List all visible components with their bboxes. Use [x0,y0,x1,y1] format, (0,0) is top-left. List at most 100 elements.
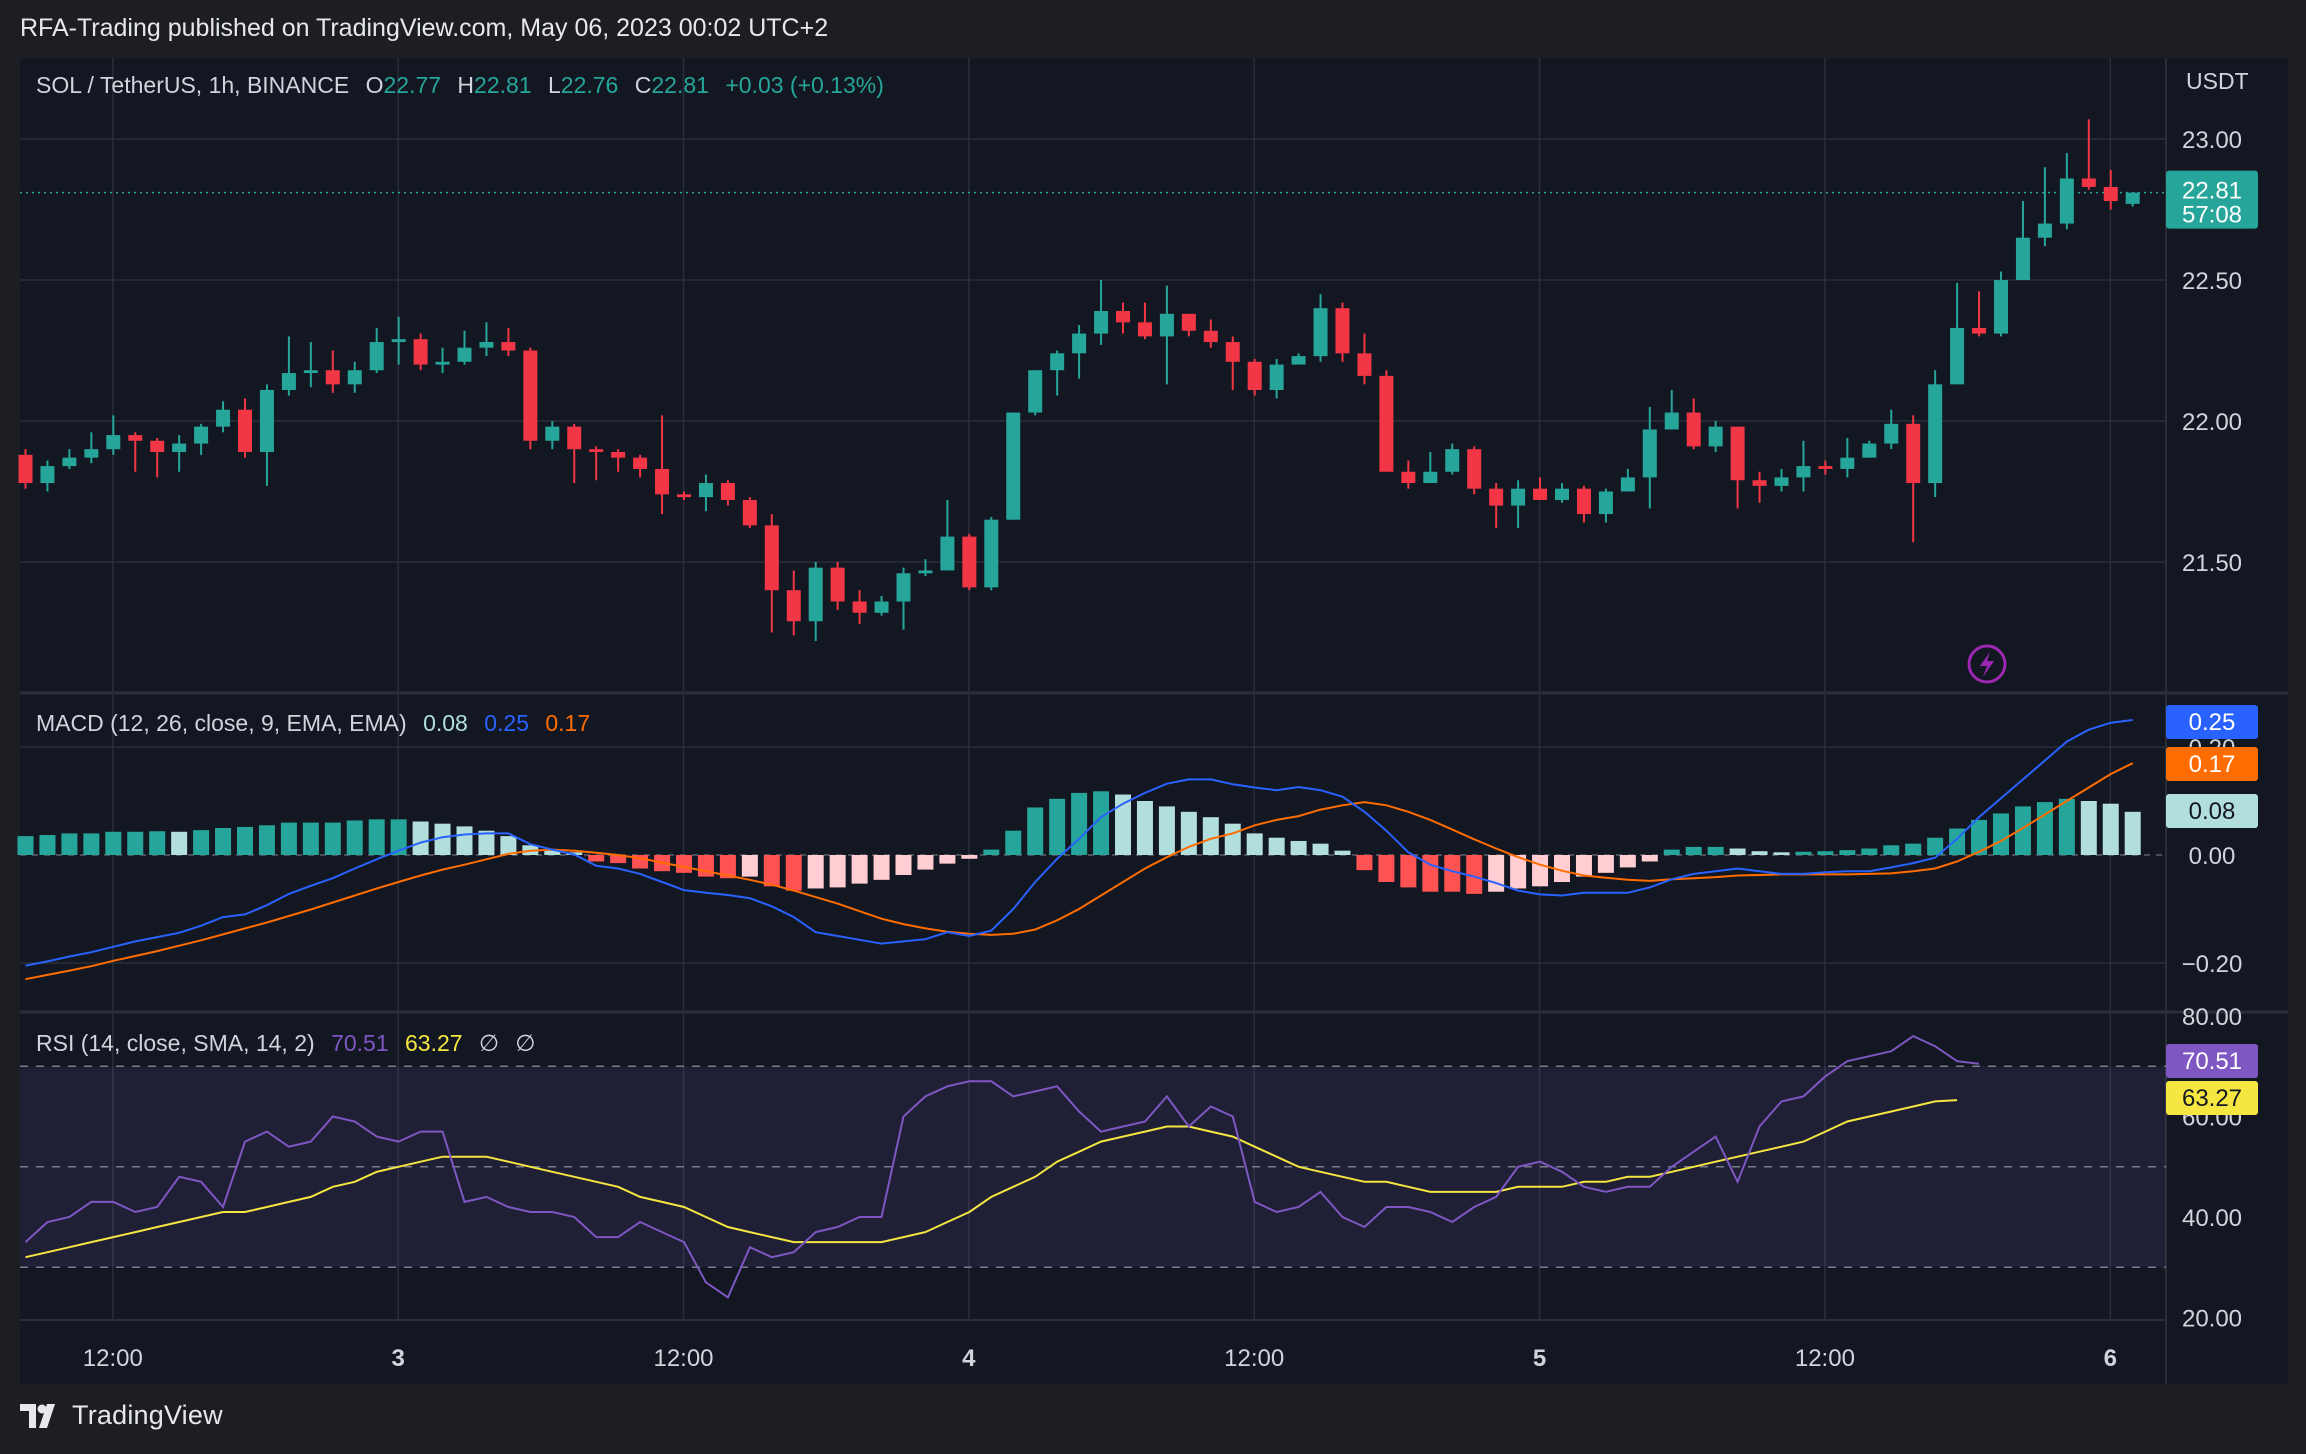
macd-histogram-bar [83,833,100,855]
macd-histogram-bar [1510,855,1527,889]
rsi-sma-value: 63.27 [405,1030,463,1056]
macd-histogram-bar [412,821,429,855]
macd-histogram-bar [193,830,210,855]
l-label: L [548,72,561,98]
tradingview-logo-text: TradingView [72,1400,223,1430]
macd-histogram-bar [1619,855,1636,868]
macd-signal-value: 0.17 [545,710,591,736]
candle-body [1116,311,1130,323]
rsi-tick-label: 20.00 [2182,1306,2242,1333]
macd-histogram-bar [1729,848,1746,855]
candle-body [479,342,494,348]
last-price-badge: 22.81 [2182,178,2242,205]
macd-histogram-bar [149,831,166,855]
macd-histogram-bar [434,823,451,855]
candle-body [1752,480,1767,486]
macd-histogram-bar [1378,855,1395,882]
hist-badge: 0.08 [2189,798,2236,825]
macd-histogram-bar [1444,855,1461,892]
rsi-badge: 70.51 [2182,1048,2242,1075]
macd-histogram-bar [2036,802,2053,855]
footer-bar [0,1385,2306,1454]
candle-body [128,435,143,441]
candle-body [567,426,582,450]
countdown-badge: 57:08 [2182,202,2242,229]
signal-badge-bg [2166,747,2258,781]
symbol-label[interactable]: SOL / TetherUS, 1h, BINANCE [36,72,350,98]
macd-histogram-bar [785,855,802,891]
macd-histogram-bar [1400,855,1417,888]
candle-body [1708,426,1723,447]
h-label: H [457,72,475,98]
candle-body [1533,488,1548,500]
candle-body [325,370,340,385]
rsi-title[interactable]: RSI (14, close, SMA, 14, 2) [36,1030,315,1056]
macd-histogram-bar [346,820,363,855]
lightning-icon[interactable] [1967,644,2007,684]
macd-histogram-bar [215,828,232,855]
candle-body [677,494,691,498]
candle-body [1620,477,1635,492]
candle-body [391,339,406,343]
tradingview-logo-icon [20,1403,55,1428]
candle-body [1862,443,1877,458]
price-pane-bg [20,58,2166,691]
hist-badge-bg [2166,794,2258,828]
macd-histogram-bar [390,819,407,855]
macd-histogram-bar [1202,817,1219,855]
macd-legend: MACD (12, 26, close, 9, EMA, EMA) 0.08 0… [36,710,600,737]
macd-histogram-bar [1246,833,1263,855]
time-tick-label: 6 [2104,1345,2117,1372]
candle-body [545,426,560,441]
candle-body [1994,280,2008,334]
time-tick-label: 4 [962,1345,976,1372]
macd-histogram-bar [610,855,627,864]
macd-histogram-bar [1312,843,1329,855]
candle-body [830,567,845,602]
macd-histogram-bar [873,855,890,880]
candle-body [1094,311,1109,334]
macd-histogram-bar [237,826,253,855]
c-value: 22.81 [651,72,709,98]
candle-body [655,468,670,495]
candle-body [1006,412,1021,520]
time-axis-bg [20,1320,2166,1384]
candle-body [62,457,77,467]
macd-histogram-bar [1115,794,1131,855]
candle-body [2037,223,2052,238]
macd-histogram-bar [2080,801,2097,855]
candle-body [523,350,538,441]
candle-body [896,573,911,602]
c-label: C [634,72,652,98]
macd-histogram-bar [2058,798,2075,855]
price-tick-label: 21.50 [2182,550,2242,577]
macd-histogram-bar [1883,845,1900,855]
macd-histogram-bar [1707,846,1724,855]
macd-title[interactable]: MACD (12, 26, close, 9, EMA, EMA) [36,710,407,736]
candle-body [874,601,889,613]
candle-body [172,443,187,453]
rsi-tick-label: 40.00 [2182,1205,2242,1232]
macd-histogram-bar [763,855,780,887]
candle-body [347,370,362,385]
tradingview-logo[interactable]: TradingView [20,1400,223,1431]
rsi-tick-label: 80.00 [2182,1004,2242,1031]
macd-tick-label: −0.20 [2182,951,2243,978]
macd-histogram-bar [1290,840,1307,855]
macd-histogram-bar [1663,849,1680,855]
grid [20,58,2166,1320]
macd-badge-bg [2166,705,2258,739]
candle-body [1467,449,1482,489]
macd-histogram-bar [17,836,34,855]
l-value: 22.76 [560,72,619,98]
rsi-value: 70.51 [331,1030,389,1056]
rsi-sma-badge: 63.27 [2182,1085,2242,1112]
axes: 12:00 3 12:00 4 12:00 5 12:00 6 23.00 22.50 22.00 2… [83,127,2243,1372]
rsi-sma-line [25,1099,1958,1259]
macd-histogram-bar [1971,819,1988,855]
candle-body [852,601,867,613]
candle-body [1511,488,1526,506]
candle-body [633,457,648,469]
